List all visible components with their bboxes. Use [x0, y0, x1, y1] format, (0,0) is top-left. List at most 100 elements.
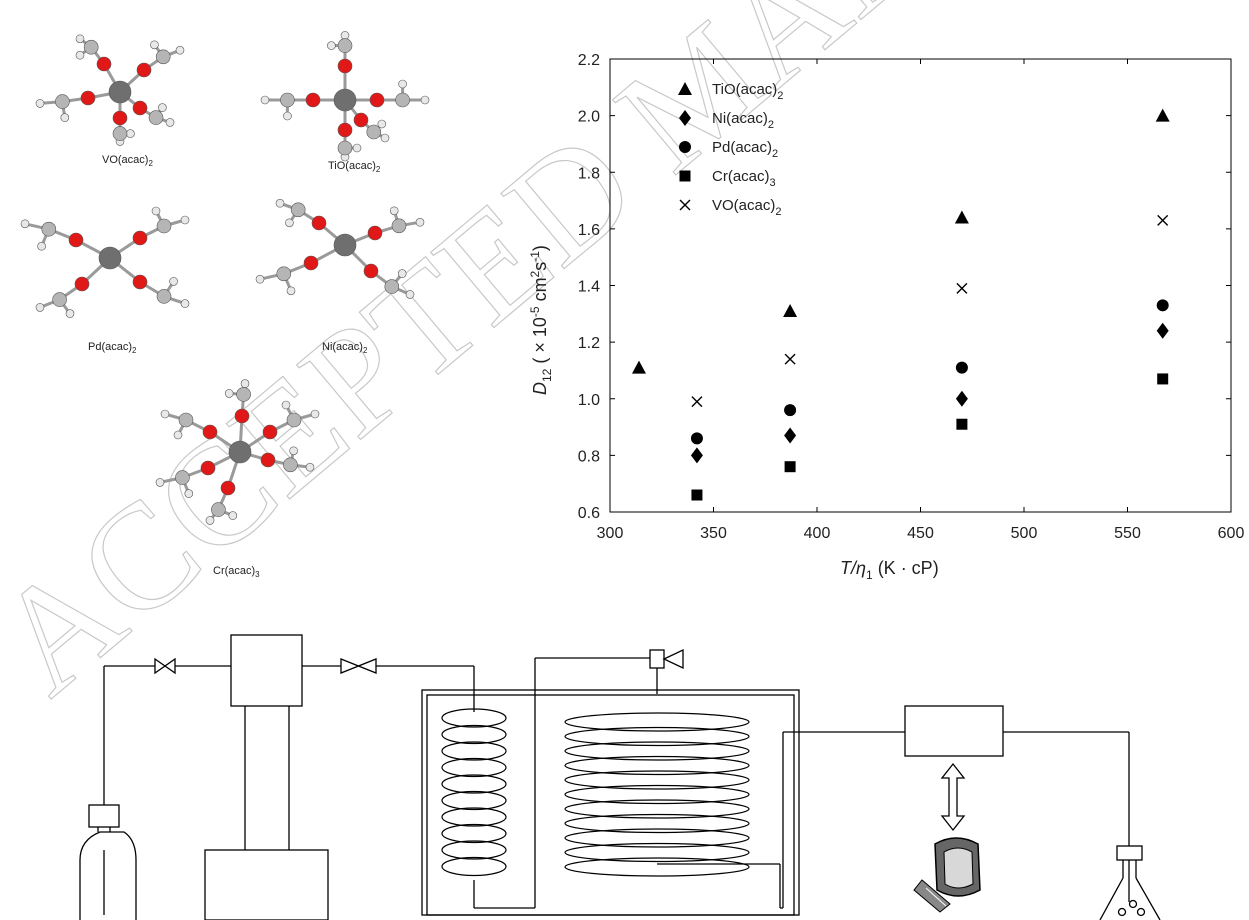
oxygen-atom: [367, 225, 383, 241]
hydrogen-atom: [150, 40, 159, 50]
hydrogen-atom: [180, 299, 190, 308]
y-tick-label: 1.0: [578, 392, 600, 409]
x-axis-label: T/η1 (K · cP): [840, 558, 939, 582]
oxygen-atom: [132, 100, 148, 116]
data-point-square: [956, 418, 968, 430]
hydrogen-atom: [420, 95, 430, 105]
carbon-atom: [395, 92, 410, 108]
hydrogen-atom: [310, 409, 320, 419]
coil-turn: [564, 784, 750, 805]
hydrogen-atom: [37, 241, 46, 251]
data-point-diamond: [955, 390, 968, 407]
hydrogen-atom: [380, 133, 390, 143]
hydrogen-atom: [151, 206, 161, 216]
coil-turn: [564, 857, 750, 877]
carbon-atom: [156, 218, 172, 234]
carbon-atom: [41, 221, 57, 237]
pump: [204, 634, 329, 920]
x-tick-label: 450: [907, 525, 934, 542]
data-point-triangle: [783, 303, 798, 317]
hydrogen-atom: [224, 389, 234, 398]
hydrogen-atom: [260, 95, 270, 105]
hydrogen-atom: [169, 277, 178, 286]
legend-marker-triangle: [678, 82, 692, 95]
legend: TiO(acac)2 Ni(acac)2 Pd(acac)2 Cr(acac)3 VO(…: [678, 81, 783, 218]
data-points: [631, 108, 1170, 501]
water-bath: [421, 689, 800, 916]
hydrogen-atom: [126, 129, 135, 138]
data-point-square: [1157, 373, 1169, 385]
coil-turn: [441, 724, 507, 745]
detector: [904, 705, 1004, 757]
hydrogen-atom: [275, 198, 285, 208]
y-tick-label: 0.8: [578, 448, 600, 465]
data-point-circle: [784, 404, 797, 417]
coil-turn: [564, 712, 750, 732]
molecule-vo: [35, 34, 185, 146]
legend-label: Cr(acac)3: [712, 168, 776, 189]
oxygen-atom: [136, 62, 152, 78]
hydrogen-atom: [377, 119, 387, 129]
hydrogen-atom: [75, 34, 85, 44]
coil-turn: [441, 741, 507, 761]
y-tick-label: 1.4: [578, 279, 600, 296]
hydrogen-atom: [205, 516, 215, 525]
coil-turn: [564, 726, 750, 747]
carbon-atom: [55, 94, 70, 109]
coil-turn: [564, 755, 750, 776]
carbon-atom: [211, 502, 226, 517]
legend-marker-circle: [679, 141, 691, 153]
scatter-chart: 300 350 400 450 500 550 600 0.6 0.8 1.0 1.2 1.4 1.6…: [528, 52, 1244, 582]
oxygen-atom: [220, 480, 236, 496]
carbon-atom: [337, 140, 353, 156]
diffusion-column-coil: [564, 712, 750, 877]
oxygen-atom: [96, 56, 112, 72]
legend-label: Ni(acac)2: [712, 110, 774, 131]
preheating-coil: [441, 708, 507, 877]
coil-turn: [564, 799, 750, 819]
legend-marker-diamond: [679, 110, 691, 126]
data-point-square: [691, 489, 703, 501]
data-point-circle: [690, 432, 703, 445]
y-axis: 0.6 0.8 1.0 1.2 1.4 1.6 1.8 2.0 2.2: [578, 52, 1231, 522]
legend-label: TiO(acac)2: [712, 81, 783, 102]
x-tick-label: 500: [1011, 525, 1038, 542]
hydrogen-atom: [184, 489, 194, 498]
hydrogen-atom: [397, 269, 407, 278]
hydrogen-atom: [405, 290, 415, 299]
data-point-triangle: [954, 210, 969, 224]
hydrogen-atom: [389, 206, 399, 216]
y-axis-label: D12 ( × 10-5 cm2s-1): [528, 245, 554, 395]
carbon-atom: [384, 279, 400, 294]
computer-icon: [913, 837, 981, 913]
hydrogen-atom: [340, 31, 350, 40]
metal-atom: [228, 440, 252, 464]
hydrogen-atom: [173, 430, 183, 440]
data-point-x: [1157, 214, 1169, 226]
gas-cylinder: [79, 666, 137, 920]
carbon-atom: [280, 92, 295, 108]
carbon-atom: [337, 38, 353, 53]
valve-2: [340, 658, 377, 674]
injector-valve: [649, 648, 684, 694]
metal-atom: [98, 246, 122, 270]
carbon-atom: [236, 387, 251, 402]
data-point-circle: [955, 361, 968, 374]
coil-turn: [564, 770, 750, 790]
data-point-triangle: [1155, 108, 1170, 122]
x-tick-label: 400: [804, 525, 831, 542]
carbon-atom: [283, 457, 298, 473]
hydrogen-atom: [160, 409, 170, 419]
molecule-pd: [20, 206, 190, 318]
molecule-tio: [260, 31, 430, 162]
data-point-x: [691, 396, 703, 408]
carbon-atom: [290, 202, 306, 218]
x-tick-label: 600: [1218, 525, 1245, 542]
y-tick-label: 2.2: [578, 52, 600, 69]
molecule-label: Pd(acac)2: [88, 341, 137, 355]
molecule-label: VO(acac)2: [102, 154, 153, 168]
oxygen-atom: [74, 276, 90, 292]
hydrogen-atom: [60, 113, 70, 122]
oxygen-atom: [305, 92, 321, 108]
